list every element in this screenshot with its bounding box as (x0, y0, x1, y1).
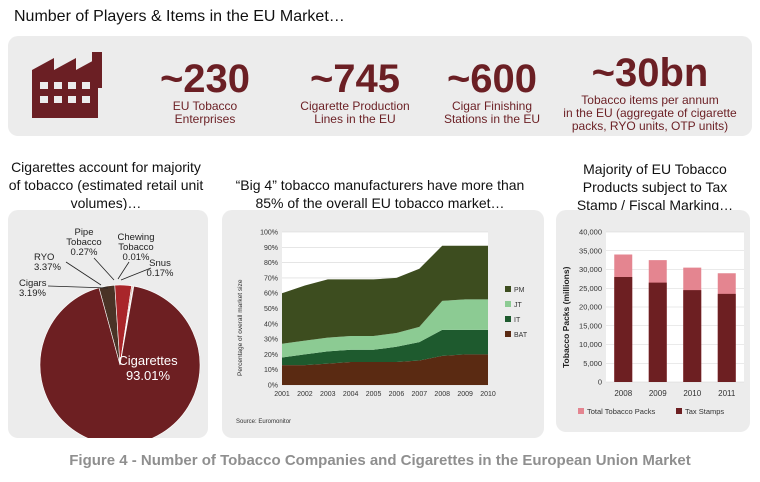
area-legend-label: BAT (514, 332, 528, 339)
pie-label-snus: Snus 0.17% (147, 258, 174, 279)
bar-subtitle: Majority of EU Tobacco Products subject t… (576, 161, 734, 213)
area-y-tick: 90% (264, 245, 278, 252)
area-legend-swatch (505, 316, 511, 322)
bar-y-tick: 25,000 (579, 284, 602, 293)
stats-banner (8, 36, 752, 136)
stat-value: ~30bn (591, 51, 709, 95)
bar-x-tick: 2010 (683, 389, 701, 398)
bar-tax-stamps (614, 277, 633, 382)
area-y-tick: 40% (264, 321, 278, 328)
area-legend-swatch (505, 331, 511, 337)
stat-enterprises: ~230 EU Tobacco Enterprises (140, 58, 270, 126)
area-y-tick: 10% (264, 367, 278, 374)
stat-label: Cigarette Production Lines in the EU (300, 99, 410, 126)
area-y-axis-label: Percentage of overall market size (237, 279, 244, 376)
bar-y-tick: 0 (598, 378, 602, 387)
area-x-tick: 2003 (320, 391, 336, 398)
bar-y-tick: 15,000 (579, 321, 602, 330)
bar-tax-stamps (648, 282, 667, 382)
area-x-tick: 2006 (389, 391, 405, 398)
area-x-tick: 2010 (480, 391, 496, 398)
stat-value: ~745 (309, 57, 401, 101)
bar-chart: 0 5,000 10,000 15,000 20,000 25,000 30,000 35,0… (561, 228, 744, 416)
area-legend-swatch (505, 301, 511, 307)
area-legend-label: IT (514, 317, 521, 324)
stat-label: Tobacco items per annum in the EU (aggreg… (563, 93, 737, 133)
stat-tobacco-items: ~30bn Tobacco items per annum in the EU (… (555, 52, 745, 133)
bar-legend-label: Total Tobacco Packs (587, 407, 655, 416)
pie-label-chewing: Chewing Tobacco 0.01% (118, 232, 155, 263)
area-legend-swatch (505, 286, 511, 292)
bar-y-tick: 30,000 (579, 265, 602, 274)
figure-caption: Figure 4 - Number of Tobacco Companies a… (69, 452, 691, 469)
area-series-bat (282, 354, 488, 385)
area-subtitle: “Big 4” tobacco manufacturers have more … (235, 177, 525, 211)
bar-y-tick: 20,000 (579, 303, 602, 312)
pie-label-cigars: Cigars 3.19% (19, 278, 47, 299)
area-series-jt (282, 299, 488, 358)
area-x-tick: 2004 (343, 391, 359, 398)
area-legend-label: JT (514, 302, 523, 309)
bar-y-tick: 40,000 (579, 228, 602, 237)
area-x-tick: 2007 (412, 391, 428, 398)
area-x-tick: 2009 (457, 391, 473, 398)
factory-icon (32, 52, 102, 118)
pie-chart: Cigars 3.19% RYO 3.37% Pipe Tobacco 0.27% Ch… (19, 227, 201, 438)
area-x-tick: 2002 (297, 391, 313, 398)
bar-y-tick: 5,000 (583, 359, 602, 368)
stat-label: EU Tobacco Enterprises (172, 99, 238, 126)
stat-value: ~230 (159, 57, 251, 101)
stat-label: Cigar Finishing Stations in the EU (443, 99, 541, 126)
stat-value: ~600 (446, 57, 538, 101)
area-y-tick: 50% (264, 306, 278, 313)
page-heading: Number of Players & Items in the EU Mark… (14, 8, 345, 25)
area-y-tick: 0% (268, 383, 278, 390)
bar-y-axis-label: Tobacco Packs (millions) (561, 266, 571, 368)
bar-legend-swatch (578, 408, 584, 414)
area-source: Source: Euromonitor (236, 419, 291, 425)
bar-x-tick: 2009 (649, 389, 667, 398)
stat-cigar-stations: ~600 Cigar Finishing Stations in the EU (430, 58, 554, 126)
area-chart: 0% 10% 20% 30% 40% 50% 60% 70% 80% 90% 100% 2001 200… (236, 230, 528, 426)
pie-label-pipe: Pipe Tobacco 0.27% (66, 227, 101, 258)
bar-legend-swatch (676, 408, 682, 414)
area-x-tick: 2005 (366, 391, 382, 398)
area-y-tick: 30% (264, 337, 278, 344)
bar-x-tick: 2008 (614, 389, 632, 398)
bar-x-tick: 2011 (718, 389, 736, 398)
bar-legend-label: Tax Stamps (685, 407, 724, 416)
area-series-pm (282, 245, 488, 344)
pie-label-ryo: RYO 3.37% (34, 252, 61, 273)
area-y-tick: 80% (264, 260, 278, 267)
pie-subtitle: Cigarettes account for majority of tobacc… (8, 159, 204, 211)
bar-tax-stamps (717, 293, 736, 382)
area-series-it (282, 329, 488, 366)
bar-tax-stamps (683, 290, 702, 382)
area-y-tick: 20% (264, 352, 278, 359)
bar-y-tick: 10,000 (579, 340, 602, 349)
area-legend-label: PM (514, 287, 525, 294)
area-x-tick: 2008 (434, 391, 450, 398)
area-x-tick: 2001 (274, 391, 290, 398)
area-y-tick: 70% (264, 275, 278, 282)
area-y-tick: 60% (264, 291, 278, 298)
stat-production-lines: ~745 Cigarette Production Lines in the EU (290, 58, 420, 126)
area-y-tick: 100% (260, 230, 278, 237)
bar-y-tick: 35,000 (579, 246, 602, 255)
pie-label-cigarettes: Cigarettes 93.01% (118, 353, 178, 383)
pie-slice-cigarettes (39, 285, 201, 438)
